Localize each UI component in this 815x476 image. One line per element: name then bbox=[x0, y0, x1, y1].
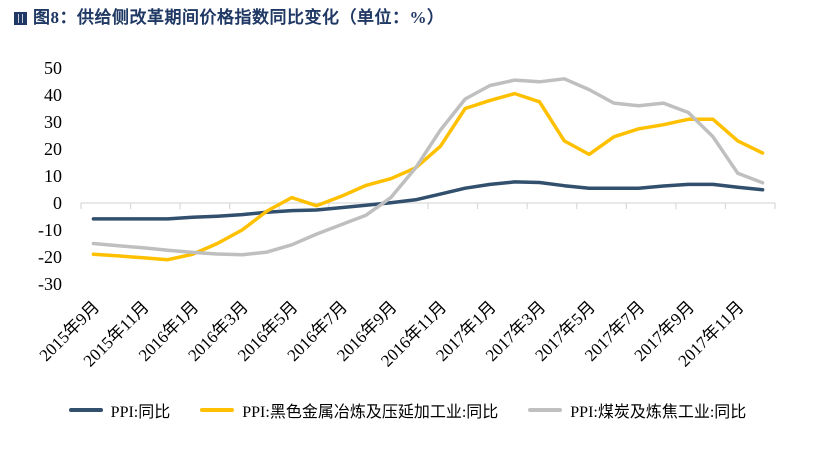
y-axis-labels: 50 40 30 20 10 0 -10 -20 -30 bbox=[38, 58, 62, 294]
series-line-2 bbox=[91, 77, 765, 257]
legend-line-swatch-ferrous-ppi bbox=[200, 408, 235, 412]
figure-icon bbox=[14, 11, 27, 25]
legend-label-coal-ppi: PPI:煤炭及炼焦工业:同比 bbox=[570, 404, 747, 421]
y-tick-label: 0 bbox=[53, 193, 62, 213]
chart-title-row: 图8：供给侧改革期间价格指数同比变化（单位：%） bbox=[14, 8, 445, 28]
y-tick-label: -20 bbox=[38, 247, 62, 267]
y-tick-label: 50 bbox=[44, 58, 62, 78]
chart-title: 图8：供给侧改革期间价格指数同比变化（单位：%） bbox=[33, 8, 445, 27]
y-tick-label: 20 bbox=[44, 139, 62, 159]
y-tick-label: -10 bbox=[38, 220, 62, 240]
y-tick-label: 10 bbox=[44, 166, 62, 186]
y-tick-label: 40 bbox=[44, 85, 62, 105]
legend-item-coal-ppi: PPI:煤炭及炼焦工业:同比 bbox=[528, 398, 746, 422]
line-chart: 50 40 30 20 10 0 -10 -20 -30 2015年9月2015年11月2016年… bbox=[36, 58, 776, 370]
legend-label-ferrous-ppi: PPI:黑色金属冶炼及压延加工业:同比 bbox=[242, 404, 499, 421]
legend-item-ferrous-ppi: PPI:黑色金属冶炼及压延加工业:同比 bbox=[200, 398, 498, 422]
series-line-0 bbox=[91, 180, 765, 221]
x-axis-ticks bbox=[80, 203, 776, 209]
legend-label-ppi-yoy: PPI:同比 bbox=[110, 404, 171, 421]
y-tick-label: 30 bbox=[44, 112, 62, 132]
legend: PPI:同比 PPI:黑色金属冶炼及压延加工业:同比 PPI:煤炭及炼焦工业:同… bbox=[0, 398, 815, 422]
legend-line-swatch-coal-ppi bbox=[528, 408, 563, 412]
x-axis-labels: 2015年9月2015年11月2016年1月2016年3月2016年5月2016… bbox=[36, 297, 748, 370]
legend-item-ppi-yoy: PPI:同比 bbox=[68, 398, 171, 422]
y-tick-label: -30 bbox=[38, 274, 62, 294]
legend-line-swatch-ppi-yoy bbox=[68, 408, 103, 412]
series-line-1 bbox=[91, 91, 765, 262]
